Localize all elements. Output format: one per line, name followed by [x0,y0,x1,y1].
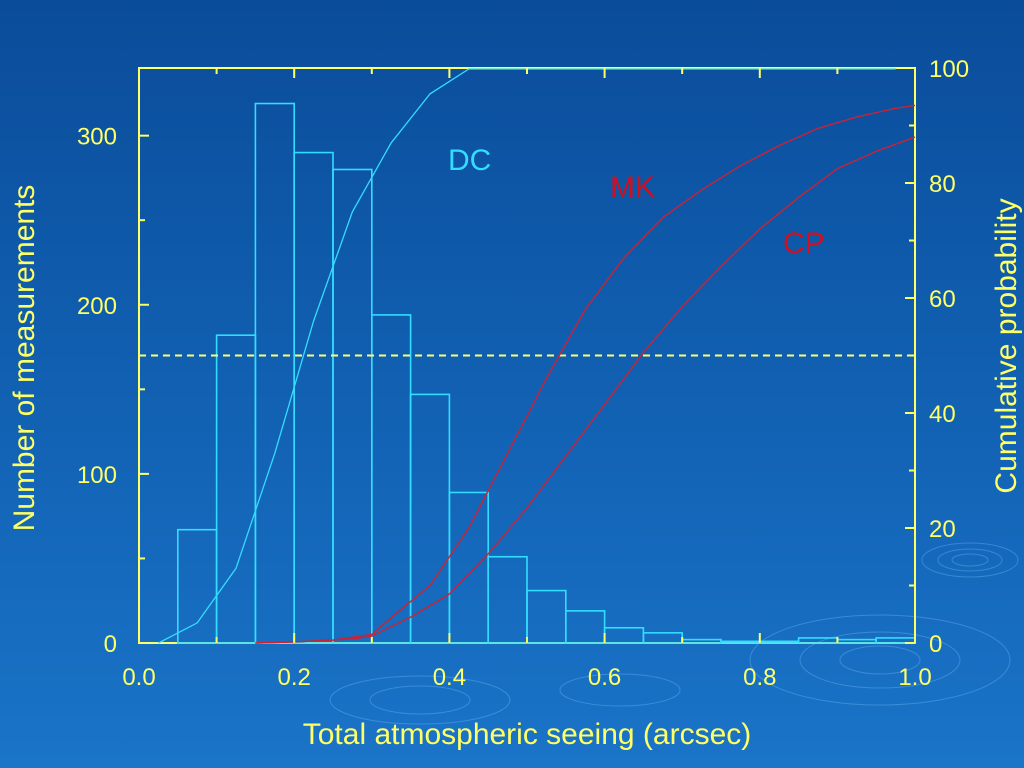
histogram-bar [642,632,684,644]
y-tick-label: 300 [77,124,117,151]
x-tick-label: 0.6 [588,664,621,691]
y2-axis-label: Cumulative probability [990,198,1023,493]
y2-tick-label: 20 [929,516,956,543]
histogram [177,102,916,644]
x-axis-label: Total atmospheric seeing (arcsec) [303,718,752,751]
x-tick-label: 1.0 [898,664,931,691]
x-tick-label: 0.0 [122,664,155,691]
histogram-bar [564,610,606,644]
y-tick-label: 200 [77,293,117,320]
series-label-cp: CP [783,227,825,260]
histogram-bar [293,151,334,644]
histogram-bar [332,168,373,644]
histogram-bar [215,334,257,644]
y-tick-label: 100 [77,462,117,489]
y-tick-label: 0 [104,631,117,658]
histogram-bar [370,314,412,644]
y2-tick-label: 40 [929,401,956,428]
x-tick-label: 0.4 [433,664,466,691]
histogram-bar [603,626,645,644]
y2-tick-label: 60 [929,286,956,313]
histogram-bar [254,102,295,644]
y2-tick-label: 80 [929,171,956,198]
y2-tick-label: 0 [929,631,942,658]
tick-labels: 0.0 0.2 0.4 0.6 0.8 1.0 0 100 200 300 0 20 40 60 80 100 [77,56,969,691]
x-tick-label: 0.8 [743,664,776,691]
water-ripple-decoration [329,542,1019,725]
x-tick-label: 0.2 [278,664,311,691]
histogram-bar [526,589,567,644]
histogram-bar [836,638,878,644]
histogram-bar [487,555,528,644]
curve-mk [255,104,916,644]
histogram-bar [681,638,722,644]
histogram-bar [177,528,218,644]
axis-ticks [138,67,916,644]
histogram-bar [797,637,839,644]
series-label-dc: DC [448,144,491,177]
histogram-bar [448,491,489,644]
series-label-mk: MK [610,171,655,204]
y2-tick-label: 100 [929,56,969,83]
y-axis-label: Number of measurements [8,185,41,532]
curve-cp [255,136,916,644]
series-labels: DC MK CP [448,144,825,260]
